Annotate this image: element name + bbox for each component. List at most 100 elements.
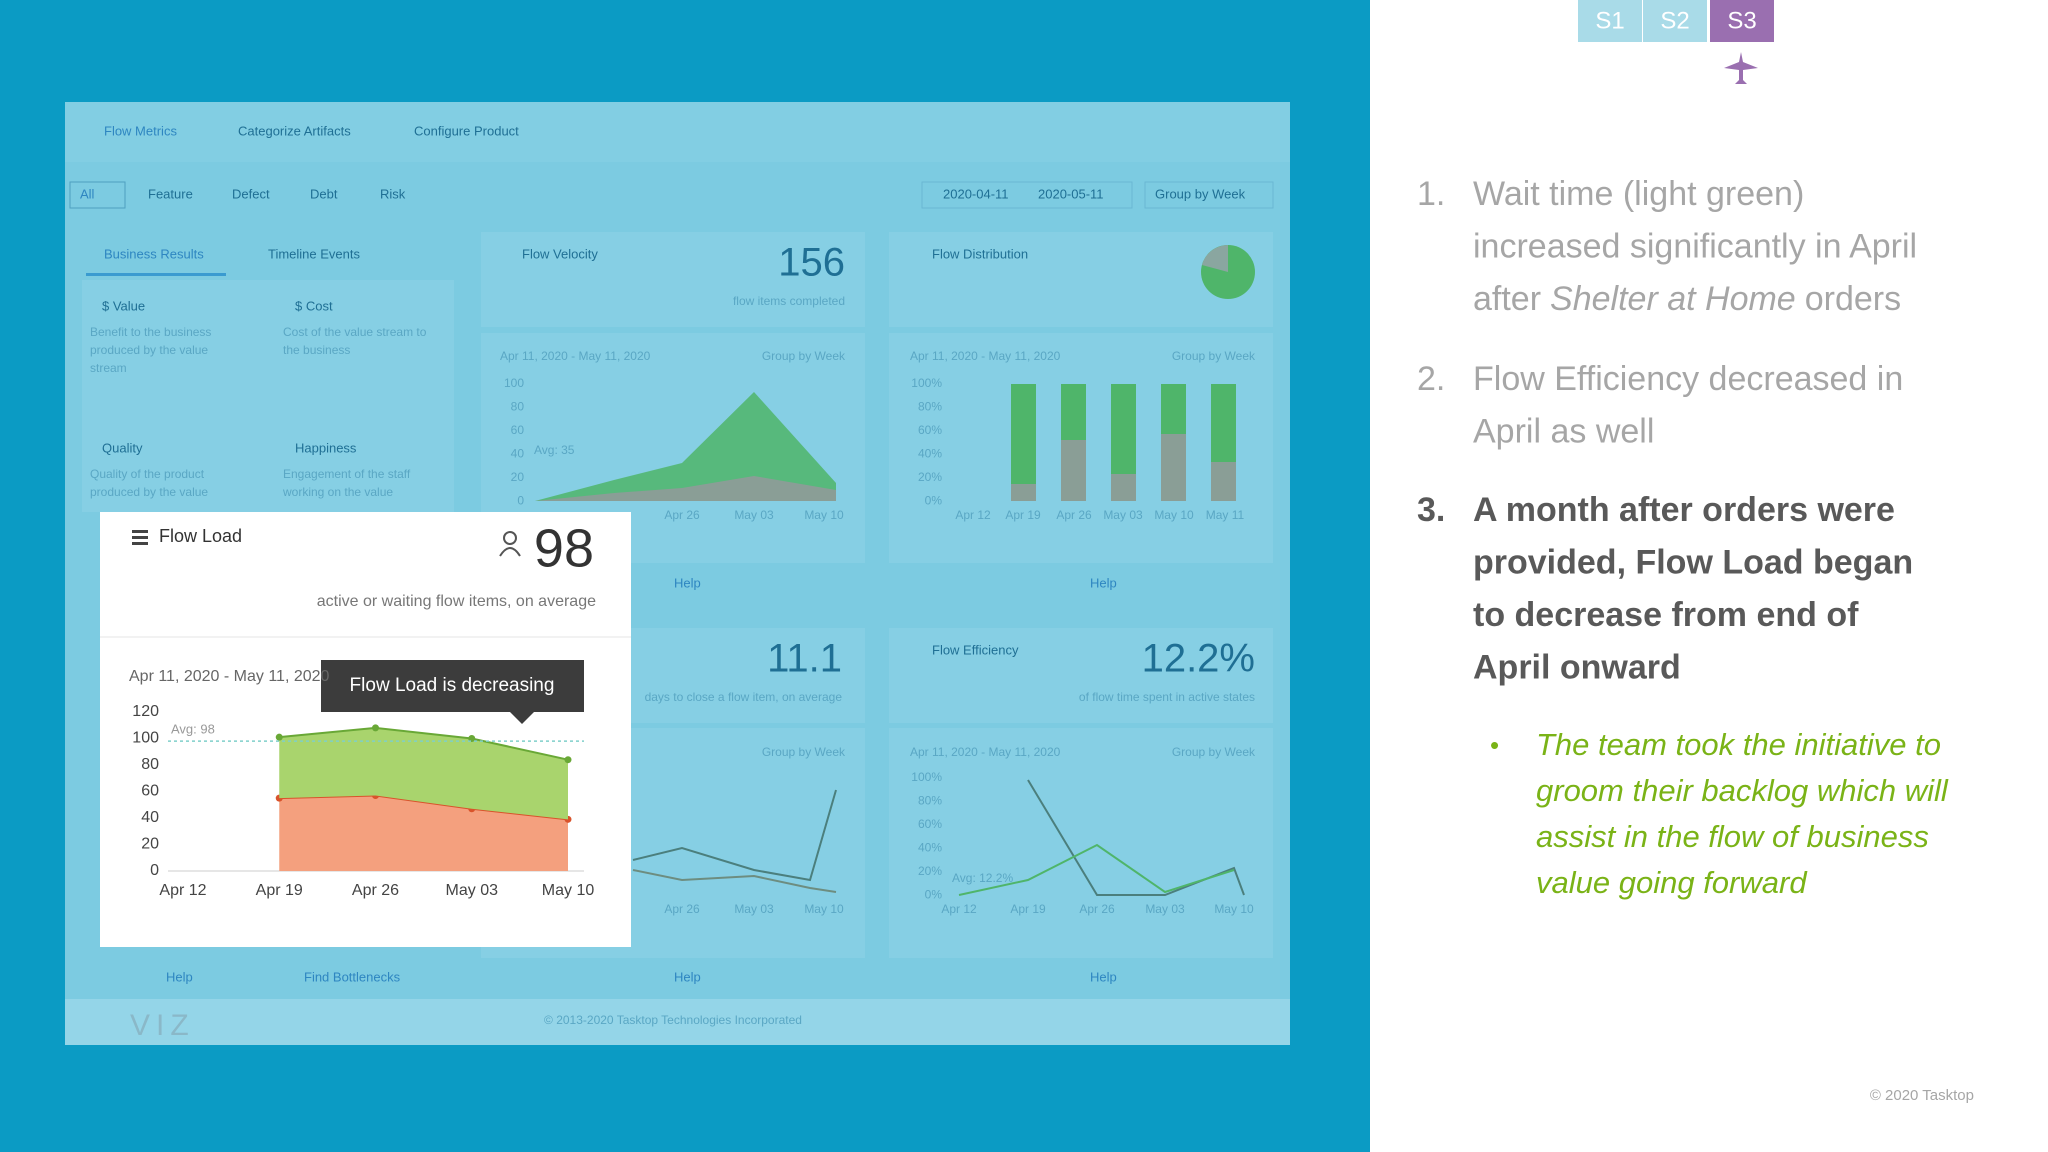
y-tick-label: 120 — [132, 703, 159, 720]
x-tick-label: May 03 — [734, 902, 774, 916]
x-tick-label: Apr 26 — [664, 508, 700, 522]
y-tick-label: 80 — [141, 756, 159, 773]
panel — [889, 628, 1273, 723]
y-tick-label: 20% — [918, 470, 942, 484]
x-tick-label: Apr 26 — [1079, 902, 1115, 916]
list-line: after Shelter at Home orders — [1473, 280, 1901, 318]
card-title: Happiness — [295, 440, 357, 455]
slide-tab[interactable] — [1578, 0, 1642, 42]
date: 2020-05-11 — [1038, 186, 1104, 201]
sub-bullet-line: The team took the initiative to — [1536, 727, 1941, 762]
text-span: orders — [1805, 280, 1901, 318]
x-tick-label: Apr 26 — [664, 902, 700, 916]
x-tick-label: Apr 12 — [955, 508, 991, 522]
x-tick-label: May 03 — [446, 882, 499, 899]
y-tick-label: 80% — [918, 400, 942, 414]
y-tick-label: 0 — [517, 494, 524, 508]
card-title: $ Cost — [295, 298, 333, 313]
y-tick-label: 40% — [918, 841, 942, 855]
area — [279, 727, 568, 820]
group-by: Group by Week — [1172, 745, 1256, 759]
panel — [481, 232, 865, 327]
caption: active or waiting flow items, on average — [317, 593, 596, 610]
point — [468, 735, 476, 742]
filter: Defect — [232, 186, 270, 201]
point — [372, 724, 379, 732]
x-tick-label: Apr 19 — [1005, 508, 1041, 522]
slide-tab-label: S1 — [1595, 7, 1624, 34]
card-text: Cost of the value stream to — [283, 325, 427, 339]
y-tick-label: 60% — [918, 423, 942, 437]
flow-load-chart: 0 20 40 60 80 100 120 Apr 12 Apr 19 Apr 26 May 03 M… — [132, 703, 594, 899]
help-link: Help — [674, 575, 701, 590]
filter: Debt — [310, 186, 338, 201]
footer: © 2020 Tasktop — [1870, 1087, 1974, 1104]
card-title: $ Value — [102, 298, 145, 313]
x-tick-label: May 10 — [542, 882, 595, 899]
help-link: Help — [1090, 969, 1117, 984]
time-line — [632, 789, 837, 882]
avg-label: Avg: 35 — [534, 443, 575, 457]
x-tick-label: Apr 19 — [1010, 902, 1046, 916]
group-by: Group by Week — [1172, 349, 1256, 363]
logo: VIZ — [130, 1009, 195, 1042]
x-tick-label: May 11 — [1206, 508, 1245, 522]
filter: Risk — [380, 186, 406, 201]
list-line: April onward — [1473, 648, 1681, 686]
filter: Feature — [148, 186, 193, 201]
card-title: Quality — [102, 440, 143, 455]
slide-tab[interactable] — [1643, 0, 1707, 42]
plane-icon — [1724, 52, 1758, 84]
help-link: Help — [1090, 575, 1117, 590]
date-range: Apr 11, 2020 - May 11, 2020 — [129, 668, 330, 685]
efficiency-line — [958, 843, 1235, 896]
x-tick-label: May 10 — [804, 902, 844, 916]
y-tick-label: 80 — [511, 400, 525, 414]
card-text: Quality of the product — [90, 467, 205, 481]
list-line: April as well — [1473, 412, 1654, 450]
nav-item: Categorize Artifacts — [238, 123, 351, 138]
area — [279, 795, 568, 871]
list-number: 3. — [1417, 491, 1445, 529]
people-icon — [499, 531, 521, 557]
date-range: Apr 11, 2020 - May 11, 2020 — [500, 349, 651, 363]
panel-title: Flow Distribution — [932, 246, 1028, 261]
sub-bullet-line: assist in the flow of business — [1536, 819, 1929, 854]
x-tick-label: Apr 26 — [1056, 508, 1092, 522]
x-tick-label: Apr 19 — [256, 882, 303, 899]
y-tick-label: 100% — [911, 770, 942, 784]
list-line: Wait time (light green) — [1473, 175, 1804, 213]
card-text: working on the value — [282, 485, 393, 499]
date-box[interactable] — [921, 181, 1133, 209]
panel-title: Flow Velocity — [522, 246, 598, 261]
list-number: 1. — [1417, 175, 1445, 213]
slide-tab-active[interactable] — [1710, 0, 1774, 42]
nav-item: Configure Product — [414, 123, 519, 138]
x-tick-label: May 03 — [1103, 508, 1143, 522]
tab-underline — [86, 273, 226, 276]
filter-box[interactable] — [69, 181, 126, 209]
sub-bullet-line: groom their backlog which will — [1536, 773, 1949, 808]
x-tick-label: Apr 26 — [352, 882, 399, 899]
distribution-bars — [1011, 384, 1236, 501]
x-tick-label: Apr 12 — [159, 882, 206, 899]
y-tick-label: 40 — [511, 447, 525, 461]
bullet: • — [1490, 730, 1499, 760]
velocity-area — [535, 392, 836, 501]
tooltip-arrow — [510, 712, 534, 724]
y-tick-label: 60 — [511, 423, 525, 437]
avg-label: Avg: 98 — [171, 722, 215, 737]
y-tick-label: 80% — [918, 794, 942, 808]
tooltip — [321, 660, 584, 712]
x-tick-label: Apr 12 — [941, 902, 977, 916]
nav-item: Flow Metrics — [104, 123, 177, 138]
avg-label: Avg: 12.2% — [952, 871, 1013, 885]
nav-bar — [65, 102, 1290, 162]
x-tick-label: May 10 — [804, 508, 844, 522]
tooltip-text: Flow Load is decreasing — [350, 675, 555, 696]
point — [564, 756, 572, 764]
group-box[interactable] — [1144, 181, 1274, 209]
y-tick-label: 60 — [141, 783, 159, 800]
sub-bullet-line: value going forward — [1536, 865, 1808, 900]
metric: 156 — [778, 241, 845, 285]
